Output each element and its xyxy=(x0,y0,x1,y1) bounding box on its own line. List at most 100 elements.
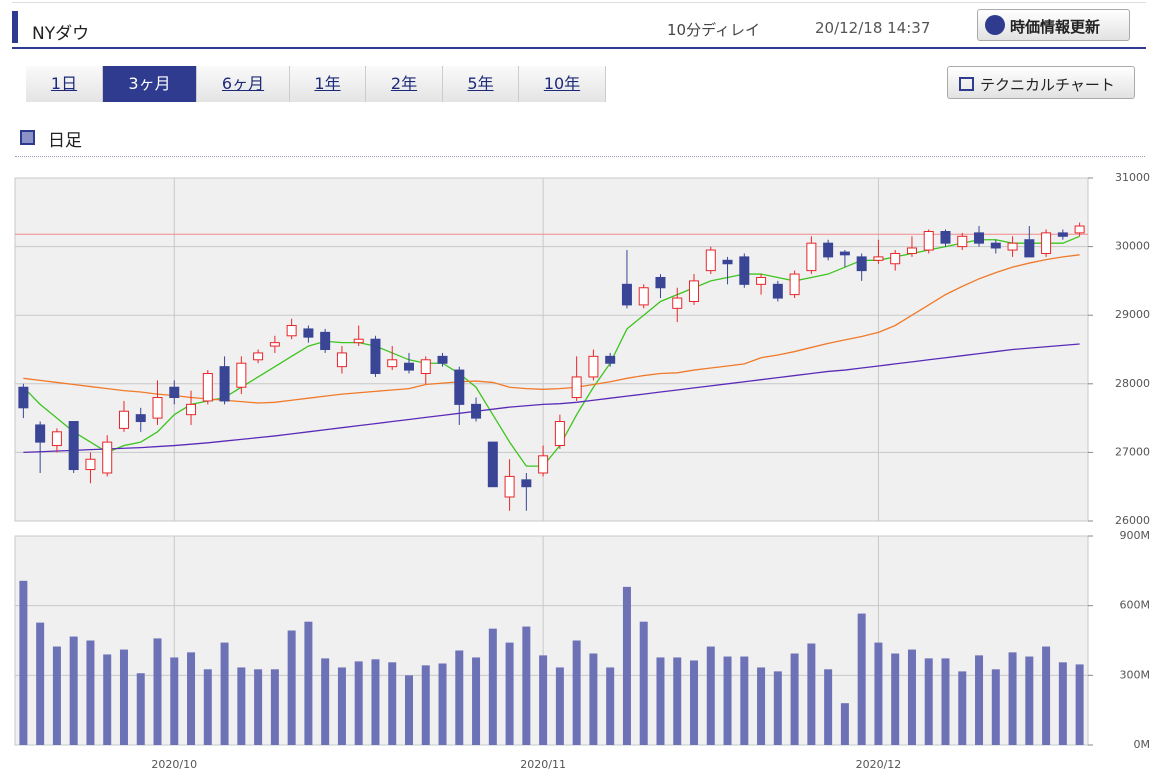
candle-body xyxy=(487,441,498,488)
candle-body xyxy=(504,475,515,498)
volume-bar xyxy=(421,665,430,745)
candle-body xyxy=(823,242,834,258)
volume-bar xyxy=(606,667,615,745)
candle-body xyxy=(303,328,314,338)
y-tick-label: 26000 xyxy=(1115,514,1150,527)
volume-bar xyxy=(187,652,196,745)
volume-bar xyxy=(589,653,598,745)
candle-body xyxy=(638,287,649,306)
candle-body xyxy=(554,421,565,447)
candle-body xyxy=(974,232,985,244)
volume-bar xyxy=(656,657,665,745)
candle-body xyxy=(253,352,264,361)
volume-bar xyxy=(455,650,464,745)
candle-body xyxy=(353,338,364,344)
volume-bar xyxy=(958,671,967,745)
refresh-button[interactable]: 時価情報更新 xyxy=(977,9,1130,41)
candle-body xyxy=(806,242,817,272)
volume-bar xyxy=(254,669,263,745)
range-tab[interactable]: 5年 xyxy=(443,66,519,102)
volume-bar xyxy=(840,703,849,745)
candle-body xyxy=(990,242,1001,249)
volume-bar xyxy=(555,667,564,745)
candle-body xyxy=(1007,242,1018,251)
candle-body xyxy=(370,338,381,375)
candle-body xyxy=(605,355,616,364)
volume-bar xyxy=(773,671,782,745)
y-tick-label: 28000 xyxy=(1115,377,1150,390)
plot-area xyxy=(14,177,1089,522)
candle-body xyxy=(85,458,96,471)
candle-body xyxy=(269,342,280,347)
x-tick-label: 2020/10 xyxy=(151,758,197,771)
candle-body xyxy=(35,424,46,443)
volume-bar xyxy=(472,657,481,745)
volume-bar xyxy=(891,653,900,745)
volume-bar xyxy=(522,626,531,745)
y-tick-label: 29000 xyxy=(1115,308,1150,321)
candle-body xyxy=(789,273,800,296)
volume-bar xyxy=(86,640,95,745)
y-tick-label: 0M xyxy=(1134,738,1151,751)
volume-bar xyxy=(170,657,179,745)
header-title: NYダウ xyxy=(32,24,90,44)
range-tab[interactable]: 2年 xyxy=(366,66,443,102)
candle-body xyxy=(957,235,968,248)
volume-bar xyxy=(505,642,514,745)
technical-button[interactable]: テクニカルチャート xyxy=(947,66,1135,99)
candle-body xyxy=(689,280,700,302)
candle-body xyxy=(437,355,448,364)
candle-body xyxy=(906,247,917,254)
candle-body xyxy=(336,352,347,368)
technical-label: テクニカルチャート xyxy=(980,76,1115,94)
delay: 10分ディレイ xyxy=(667,21,761,39)
candle-body xyxy=(202,373,213,402)
candle-body xyxy=(1024,239,1035,258)
candle-body xyxy=(403,362,414,371)
candle-body xyxy=(135,414,146,423)
volume-bar xyxy=(924,658,933,745)
y-tick-label: 600M xyxy=(1120,599,1151,612)
candle-body xyxy=(722,259,733,265)
candle-body xyxy=(1041,232,1052,254)
volume-bar xyxy=(941,658,950,745)
volume-bar xyxy=(153,638,162,745)
volume-bar xyxy=(36,622,45,745)
candle-body xyxy=(705,249,716,272)
range-tab[interactable]: 10年 xyxy=(519,66,606,102)
volume-bar xyxy=(388,662,397,745)
volume-bar xyxy=(975,655,984,745)
section-label: 日足 xyxy=(48,131,82,151)
volume-bar xyxy=(371,659,380,745)
volume-bar xyxy=(52,646,61,745)
header-accent xyxy=(12,11,18,43)
y-tick-label: 900M xyxy=(1120,529,1151,542)
section-icon xyxy=(20,130,35,145)
volume-bar xyxy=(1075,664,1084,745)
range-tab[interactable]: 1年 xyxy=(290,66,366,102)
volume-bar xyxy=(119,649,128,745)
candle-body xyxy=(739,256,750,285)
candle-body xyxy=(856,256,867,272)
volume-bar xyxy=(690,660,699,745)
volume-bar xyxy=(404,675,413,745)
volume-bar xyxy=(723,656,732,745)
range-tab[interactable]: 3ヶ月 xyxy=(103,66,197,102)
moving-average xyxy=(22,235,1080,467)
candle-body xyxy=(1057,232,1068,237)
refresh-label: 時価情報更新 xyxy=(1010,18,1101,36)
candle-body xyxy=(236,362,247,388)
volume-bar xyxy=(270,669,279,745)
volume-bar xyxy=(907,649,916,745)
volume-bar xyxy=(757,667,766,745)
candle-body xyxy=(839,251,850,256)
range-tab[interactable]: 6ヶ月 xyxy=(197,66,290,102)
range-tab[interactable]: 1日 xyxy=(26,66,103,102)
candle-body xyxy=(940,231,951,244)
y-tick-label: 300M xyxy=(1120,668,1151,681)
candle-body xyxy=(772,283,783,299)
candle-body xyxy=(152,397,163,419)
candle-body xyxy=(890,252,901,265)
moving-average xyxy=(23,343,1080,454)
